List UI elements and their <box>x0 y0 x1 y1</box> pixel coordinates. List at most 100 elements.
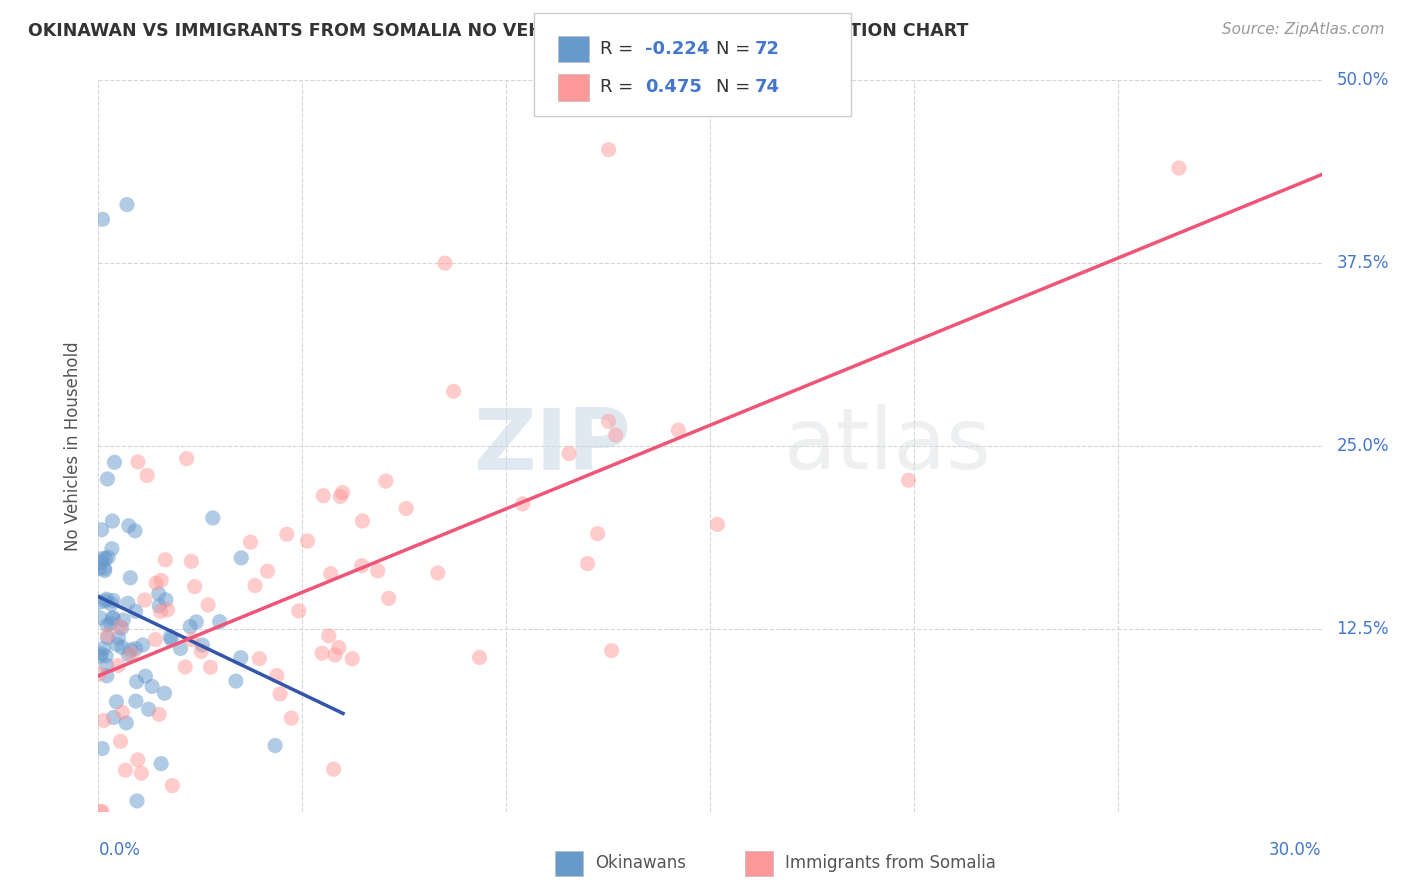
Point <box>377 591 399 606</box>
Point <box>352 514 374 528</box>
Point <box>434 256 457 270</box>
Point <box>159 630 181 644</box>
Point <box>91 741 114 756</box>
Point <box>127 455 149 469</box>
Point <box>101 541 124 556</box>
Point <box>264 739 287 753</box>
Point <box>269 687 291 701</box>
Point <box>190 644 212 658</box>
Point <box>93 714 115 728</box>
Point <box>145 576 167 591</box>
Point <box>395 501 418 516</box>
Point <box>443 384 465 399</box>
Point <box>115 197 138 211</box>
Point <box>468 650 491 665</box>
Text: 12.5%: 12.5% <box>1336 620 1389 638</box>
Point <box>96 658 118 673</box>
Text: 0.0%: 0.0% <box>98 841 141 859</box>
Point <box>101 611 124 625</box>
Point <box>138 702 160 716</box>
Point <box>266 668 288 682</box>
Point <box>197 598 219 612</box>
Point <box>90 647 112 661</box>
Point <box>319 566 342 581</box>
Point <box>225 674 247 689</box>
Text: Source: ZipAtlas.com: Source: ZipAtlas.com <box>1222 22 1385 37</box>
Point <box>280 711 302 725</box>
Point <box>332 485 354 500</box>
Point <box>120 643 142 657</box>
Text: 0.475: 0.475 <box>645 78 702 96</box>
Text: N =: N = <box>716 40 755 58</box>
Point <box>89 595 111 609</box>
Point <box>134 669 156 683</box>
Point <box>145 632 167 647</box>
Point <box>132 638 155 652</box>
Text: atlas: atlas <box>783 404 991 488</box>
Text: N =: N = <box>716 78 755 96</box>
Point <box>107 631 129 645</box>
Point <box>706 517 728 532</box>
Point <box>598 414 620 428</box>
Point <box>160 632 183 647</box>
Point <box>174 660 197 674</box>
Point <box>117 648 139 662</box>
Point <box>114 763 136 777</box>
Point <box>89 805 111 819</box>
Text: 25.0%: 25.0% <box>1336 437 1389 455</box>
Text: OKINAWAN VS IMMIGRANTS FROM SOMALIA NO VEHICLES IN HOUSEHOLD CORRELATION CHART: OKINAWAN VS IMMIGRANTS FROM SOMALIA NO V… <box>28 22 969 40</box>
Point <box>134 593 156 607</box>
Point <box>256 564 278 578</box>
Point <box>150 574 173 588</box>
Point <box>115 715 138 730</box>
Point <box>288 604 311 618</box>
Point <box>105 695 128 709</box>
Point <box>342 652 364 666</box>
Point <box>125 694 148 708</box>
Point <box>558 446 581 460</box>
Point <box>103 710 125 724</box>
Point <box>155 553 177 567</box>
Point <box>93 641 115 656</box>
Point <box>586 526 609 541</box>
Point <box>93 561 115 575</box>
Point <box>94 551 117 566</box>
Text: ZIP: ZIP <box>472 404 630 488</box>
Point <box>118 518 141 533</box>
Text: Okinawans: Okinawans <box>595 855 686 872</box>
Point <box>243 578 266 592</box>
Point <box>426 566 449 580</box>
Point <box>231 550 253 565</box>
Point <box>239 535 262 549</box>
Point <box>96 631 118 645</box>
Point <box>141 680 163 694</box>
Point <box>150 756 173 771</box>
Point <box>153 686 176 700</box>
Point <box>318 629 340 643</box>
Point <box>89 561 111 575</box>
Point <box>110 621 132 635</box>
Point <box>110 734 132 748</box>
Point <box>89 667 111 681</box>
Point <box>117 596 139 610</box>
Point <box>91 212 114 227</box>
Point <box>149 605 172 619</box>
Point <box>125 794 148 808</box>
Point <box>322 762 344 776</box>
Text: -0.224: -0.224 <box>645 40 710 58</box>
Text: 74: 74 <box>755 78 780 96</box>
Point <box>110 619 132 633</box>
Point <box>148 587 170 601</box>
Point <box>105 638 128 652</box>
Point <box>191 638 214 652</box>
Point <box>112 613 135 627</box>
Point <box>100 597 122 611</box>
Point <box>91 805 114 819</box>
Point <box>100 616 122 631</box>
Point <box>96 472 118 486</box>
Point <box>97 550 120 565</box>
Text: 37.5%: 37.5% <box>1336 254 1389 272</box>
Point <box>94 648 117 663</box>
Point <box>124 604 146 618</box>
Point <box>186 615 208 629</box>
